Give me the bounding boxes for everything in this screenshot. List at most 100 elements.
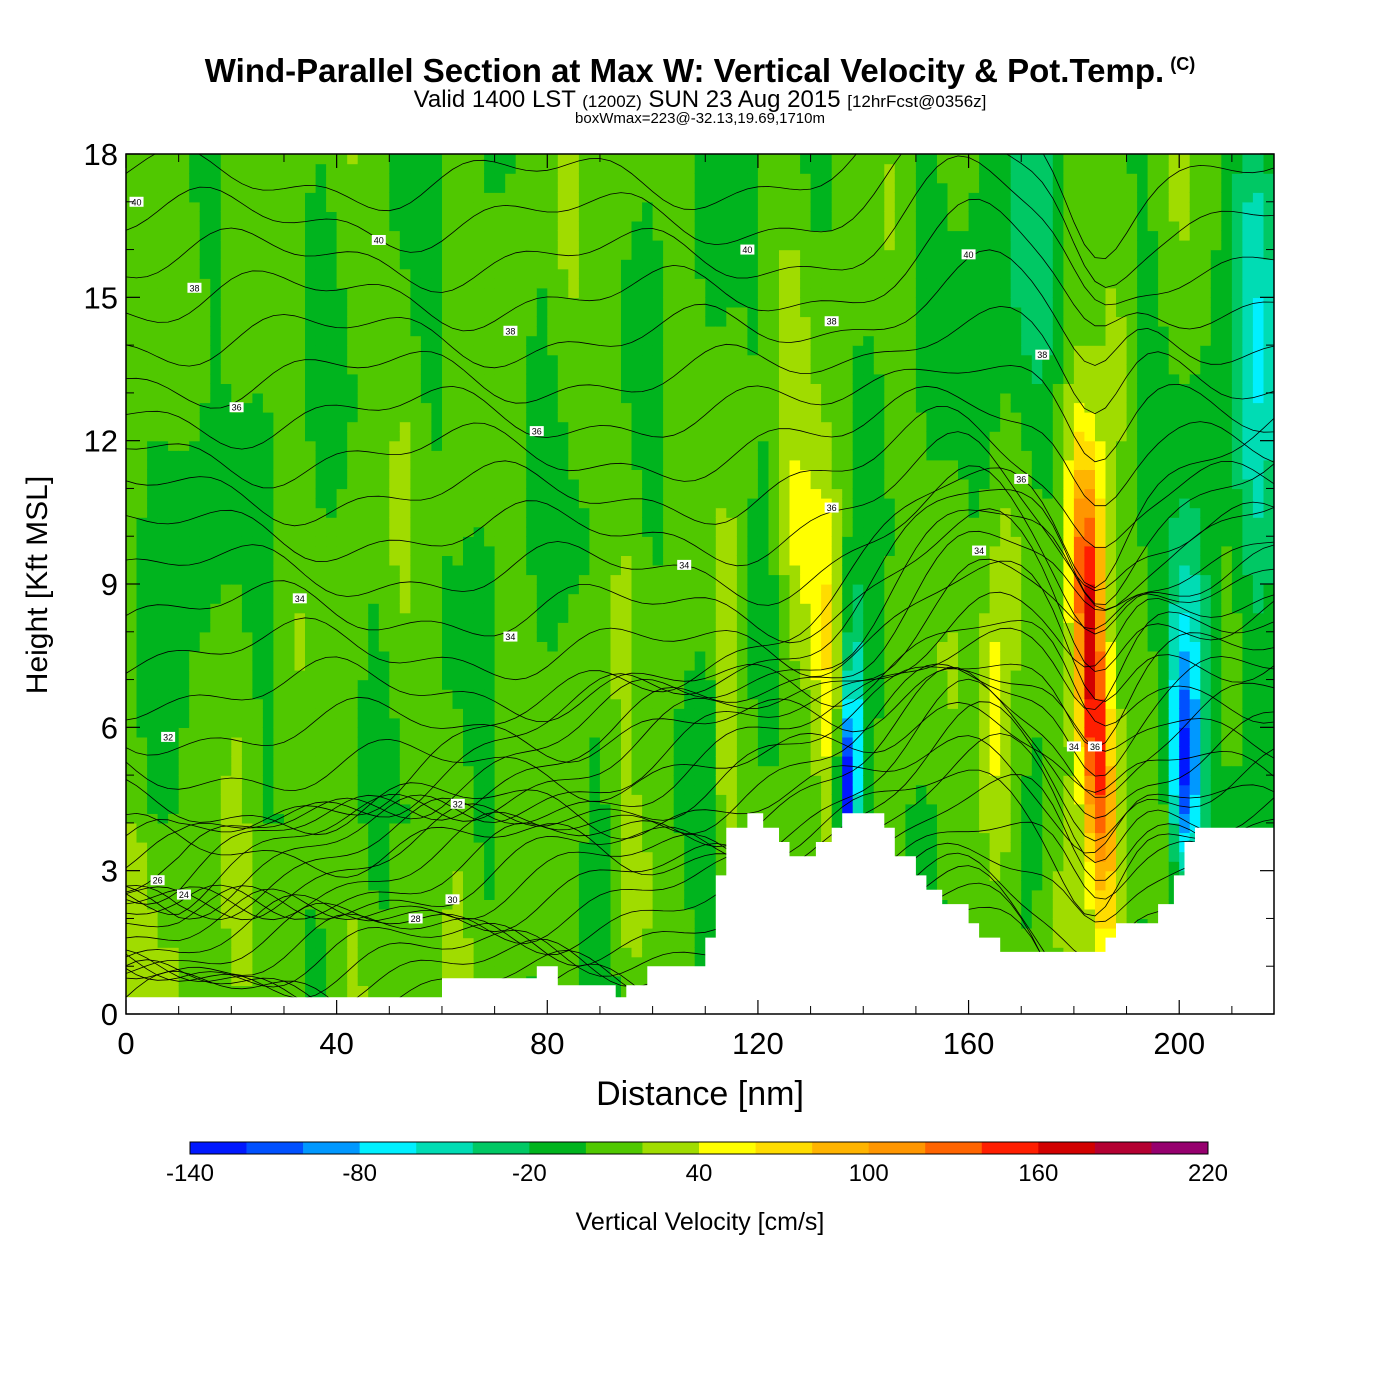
field-cell: [220, 584, 232, 595]
field-cell: [389, 842, 401, 853]
field-cell: [294, 908, 306, 920]
field-cell: [515, 889, 527, 900]
field-cell: [610, 765, 622, 776]
field-cell: [368, 163, 380, 174]
field-cell: [568, 192, 580, 203]
field-cell: [326, 708, 338, 719]
field-cell: [526, 612, 538, 623]
field-cell: [389, 459, 401, 470]
field-cell: [220, 727, 232, 738]
field-cell: [378, 287, 390, 298]
field-cell: [326, 173, 338, 184]
field-cell: [199, 908, 211, 920]
field-cell: [241, 650, 253, 662]
field-cell: [220, 603, 232, 614]
field-cell: [547, 259, 559, 270]
field-cell: [326, 431, 338, 442]
field-cell: [589, 660, 601, 671]
field-cell: [126, 373, 138, 384]
field-cell: [642, 717, 654, 728]
field-cell: [505, 211, 517, 222]
field-cell: [347, 316, 359, 327]
field-cell: [189, 584, 201, 595]
field-cell: [599, 689, 611, 700]
field-cell: [442, 364, 454, 375]
field-cell: [621, 650, 633, 662]
field-cell: [505, 440, 517, 451]
field-cell: [663, 832, 675, 843]
field-cell: [378, 660, 390, 671]
field-cell: [241, 861, 253, 872]
field-cell: [326, 937, 338, 948]
field-cell: [536, 431, 548, 442]
field-cell: [557, 784, 569, 795]
field-cell: [294, 861, 306, 872]
field-cell: [452, 717, 464, 728]
field-cell: [589, 564, 601, 576]
field-cell: [315, 268, 327, 279]
field-cell: [126, 765, 138, 776]
field-cell: [673, 622, 685, 633]
field-cell: [136, 230, 148, 241]
field-cell: [410, 201, 422, 212]
field-cell: [273, 756, 285, 767]
field-cell: [347, 469, 359, 480]
field-cell: [684, 650, 696, 662]
field-cell: [568, 746, 580, 757]
field-cell: [231, 670, 243, 681]
field-cell: [505, 402, 517, 413]
field-cell: [357, 316, 369, 327]
field-cell: [547, 173, 559, 184]
field-cell: [157, 163, 169, 174]
field-cell: [315, 689, 327, 700]
field-cell: [578, 708, 590, 719]
field-cell: [357, 622, 369, 633]
field-cell: [368, 192, 380, 203]
field-cell: [336, 584, 348, 595]
field-cell: [494, 622, 506, 633]
field-cell: [642, 928, 654, 939]
field-cell: [547, 335, 559, 346]
field-cell: [547, 230, 559, 241]
field-cell: [168, 947, 180, 958]
field-cell: [262, 918, 274, 929]
field-cell: [652, 345, 664, 356]
field-cell: [126, 507, 138, 518]
field-cell: [378, 803, 390, 814]
field-cell: [526, 383, 538, 394]
field-cell: [684, 364, 696, 375]
field-cell: [673, 956, 685, 967]
field-cell: [284, 192, 296, 203]
field-cell: [241, 211, 253, 222]
field-cell: [526, 306, 538, 318]
field-cell: [389, 230, 401, 241]
field-cell: [326, 154, 338, 155]
field-cell: [231, 383, 243, 394]
field-cell: [336, 478, 348, 490]
field-cell: [515, 631, 527, 642]
field-cell: [420, 698, 432, 709]
field-cell: [536, 450, 548, 461]
field-cell: [220, 975, 232, 986]
field-cell: [389, 249, 401, 260]
field-cell: [157, 784, 169, 795]
field-cell: [126, 154, 138, 165]
field-cell: [494, 545, 506, 556]
field-cell: [621, 259, 633, 270]
field-cell: [315, 584, 327, 595]
field-cell: [336, 870, 348, 881]
field-cell: [663, 354, 675, 365]
field-cell: [484, 536, 496, 547]
field-cell: [420, 154, 432, 155]
field-cell: [189, 775, 201, 786]
field-cell: [199, 526, 211, 537]
field-cell: [515, 803, 527, 814]
field-cell: [515, 192, 527, 203]
field-cell: [442, 765, 454, 776]
field-cell: [484, 459, 496, 470]
field-cell: [505, 555, 517, 566]
field-cell: [557, 364, 569, 375]
field-cell: [199, 966, 211, 977]
field-cell: [442, 154, 454, 165]
field-cell: [673, 173, 685, 184]
